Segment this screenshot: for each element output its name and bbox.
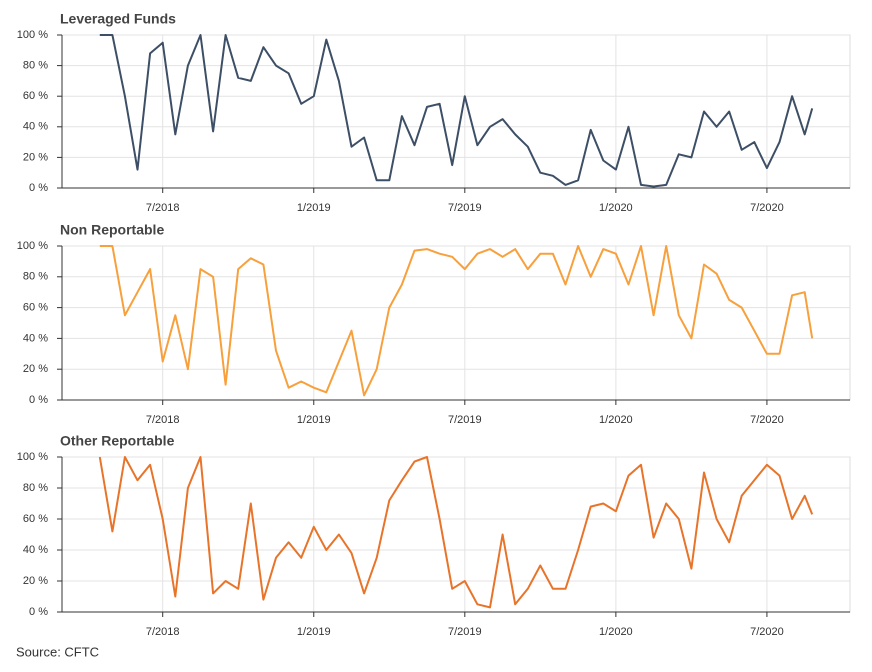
source: Source: CFTC bbox=[16, 644, 99, 659]
x-tick-label: 7/2019 bbox=[448, 626, 482, 638]
y-tick-label: 100 % bbox=[17, 240, 48, 252]
x-tick-label: 7/2020 bbox=[750, 202, 784, 214]
x-tick-label: 7/2018 bbox=[146, 626, 180, 638]
x-tick-label: 7/2018 bbox=[146, 202, 180, 214]
y-tick-label: 0 % bbox=[29, 394, 48, 406]
series-line bbox=[99, 34, 814, 188]
chart-title: Leveraged Funds bbox=[60, 11, 176, 27]
x-tick-label: 1/2019 bbox=[297, 202, 331, 214]
y-tick-label: 0 % bbox=[29, 182, 48, 194]
y-tick-label: 100 % bbox=[17, 29, 48, 41]
y-tick-label: 20 % bbox=[23, 151, 48, 163]
x-tick-label: 1/2020 bbox=[599, 202, 633, 214]
plot-frame bbox=[61, 245, 851, 401]
chart-title: Non Reportable bbox=[60, 222, 164, 238]
y-tick-label: 40 % bbox=[23, 332, 48, 344]
y-tick-label: 80 % bbox=[23, 60, 48, 72]
y-tick-label: 80 % bbox=[23, 482, 48, 494]
x-tick-label: 7/2020 bbox=[750, 414, 784, 426]
y-tick-label: 40 % bbox=[23, 544, 48, 556]
y-tick-label: 80 % bbox=[23, 271, 48, 283]
y-tick-label: 60 % bbox=[23, 90, 48, 102]
series-line bbox=[99, 245, 814, 397]
x-tick-label: 7/2019 bbox=[448, 202, 482, 214]
y-tick-label: 0 % bbox=[29, 606, 48, 618]
series-line bbox=[98, 456, 814, 609]
y-tick-label: 20 % bbox=[23, 575, 48, 587]
y-tick-label: 40 % bbox=[23, 121, 48, 133]
y-tick-label: 20 % bbox=[23, 363, 48, 375]
x-tick-label: 7/2019 bbox=[448, 414, 482, 426]
x-tick-label: 7/2018 bbox=[146, 414, 180, 426]
chart-title: Other Reportable bbox=[60, 433, 175, 449]
y-tick-label: 60 % bbox=[23, 513, 48, 525]
y-tick-label: 100 % bbox=[17, 451, 48, 463]
x-tick-label: 1/2020 bbox=[599, 414, 633, 426]
x-tick-label: 1/2020 bbox=[599, 626, 633, 638]
x-tick-label: 1/2019 bbox=[297, 626, 331, 638]
x-tick-label: 7/2020 bbox=[750, 626, 784, 638]
x-tick-label: 1/2019 bbox=[297, 414, 331, 426]
y-tick-label: 60 % bbox=[23, 302, 48, 314]
